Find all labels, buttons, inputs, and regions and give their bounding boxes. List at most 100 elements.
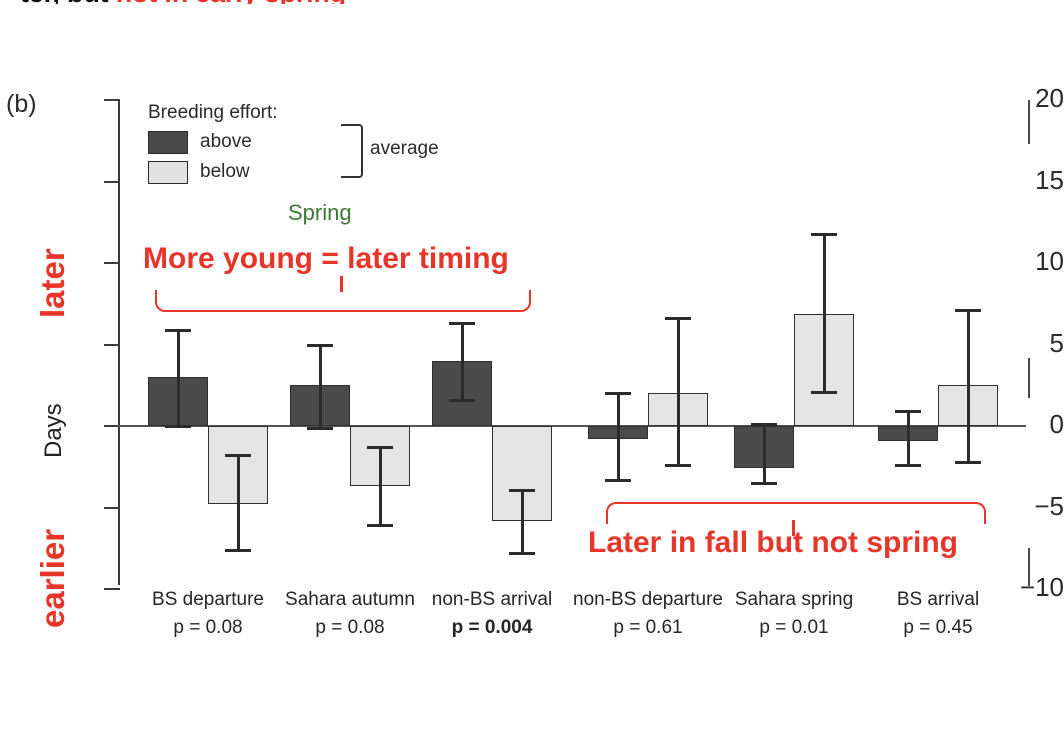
- axis-direction-later: later: [34, 248, 71, 318]
- y-tick-label-−5: −5: [1034, 490, 1064, 521]
- slide-title-black-part: ter, but: [20, 0, 109, 4]
- zero-baseline: [118, 425, 1026, 427]
- y-tick-−5: [104, 506, 120, 509]
- error-bar: [617, 393, 620, 480]
- error-bar: [461, 323, 464, 400]
- legend-label-average: average: [370, 138, 439, 159]
- legend-title: Breeding effort:: [148, 102, 278, 123]
- legend-swatch-below: [148, 160, 188, 184]
- brace-fall-groups-tick: [792, 520, 795, 536]
- error-bar: [177, 329, 180, 426]
- error-cap-lower: [307, 426, 333, 430]
- right-frame-fragment-mid: [1028, 358, 1030, 398]
- error-cap-upper: [225, 454, 251, 458]
- figure-panel-b: (b) later earlier Days 20 15 10 5 0 −5 −10 Bre…: [0, 68, 1064, 668]
- y-axis-spine: [118, 100, 120, 585]
- y-tick-label-−10: −10: [1019, 572, 1064, 602]
- error-cap-lower: [605, 478, 631, 482]
- x-category-label: BS departure: [152, 589, 264, 610]
- error-cap-upper: [367, 446, 393, 450]
- y-tick-label-5: 5: [1049, 327, 1064, 358]
- x-p-value: p = 0.61: [613, 616, 683, 638]
- error-cap-lower: [165, 425, 191, 428]
- error-cap-lower: [367, 524, 393, 528]
- error-cap-upper: [509, 488, 535, 492]
- error-cap-lower: [225, 548, 251, 552]
- y-tick-label-15: 15: [1035, 164, 1064, 195]
- x-p-value: p = 0.08: [173, 616, 243, 638]
- x-category-label: Sahara autumn: [285, 589, 415, 610]
- y-axis-label: Days: [40, 403, 67, 458]
- bar-group: [878, 68, 998, 588]
- x-p-value: p = 0.08: [315, 616, 385, 638]
- error-cap-upper: [665, 317, 691, 321]
- error-cap-upper: [955, 309, 981, 313]
- error-bar: [823, 233, 826, 392]
- x-category-label: non-BS arrival: [431, 589, 553, 610]
- error-bar: [379, 447, 382, 526]
- axis-direction-earlier: earlier: [34, 528, 71, 628]
- bar-group: [148, 68, 268, 588]
- error-cap-upper: [811, 232, 837, 236]
- x-label-group: BS arrival p = 0.45: [863, 586, 1013, 641]
- bar-group: [290, 68, 410, 588]
- x-category-label: BS arrival: [896, 589, 980, 610]
- error-bar: [237, 455, 240, 550]
- y-tick-−10: [104, 588, 120, 590]
- error-cap-lower: [665, 464, 691, 468]
- x-label-group: Sahara autumn p = 0.08: [275, 586, 425, 641]
- error-bar: [677, 318, 680, 466]
- y-tick-0: [104, 425, 120, 427]
- x-p-value: p = 0.01: [759, 616, 829, 638]
- error-cap-lower: [449, 398, 475, 402]
- x-p-value: p = 0.45: [903, 616, 973, 638]
- error-cap-lower: [955, 460, 981, 464]
- spring-annotation: Spring: [288, 200, 352, 225]
- error-cap-lower: [509, 552, 535, 556]
- bar-group: [432, 68, 552, 588]
- y-tick-label-0: 0: [1049, 409, 1064, 439]
- legend-brace: [341, 124, 363, 178]
- error-cap-upper: [605, 392, 631, 396]
- error-bar: [967, 310, 970, 462]
- legend: Breeding effort: above below average: [148, 102, 439, 190]
- legend-item-below: below: [148, 160, 278, 184]
- panel-letter: (b): [6, 90, 37, 118]
- y-tick-15: [104, 180, 120, 183]
- slide-title-red-part: not in early spring: [116, 0, 346, 4]
- error-bar: [319, 344, 322, 428]
- legend-item-above: above: [148, 130, 278, 154]
- bar-group: [588, 68, 708, 588]
- annotation-more-young: More young = later timing: [143, 242, 509, 275]
- error-bar: [907, 411, 910, 466]
- error-cap-upper: [165, 328, 191, 332]
- brace-spring-groups-tick: [340, 276, 343, 292]
- error-bar: [763, 424, 766, 484]
- bar-group: [734, 68, 854, 588]
- plot-area: [118, 68, 1028, 588]
- legend-label-above: above: [200, 131, 252, 152]
- y-tick-label-10: 10: [1035, 246, 1064, 276]
- error-cap-lower: [751, 482, 777, 486]
- legend-swatch-above: [148, 130, 188, 154]
- error-cap-lower: [811, 390, 837, 394]
- y-tick-20: [104, 99, 120, 101]
- y-tick-5: [104, 343, 120, 346]
- error-cap-upper: [449, 322, 475, 326]
- error-bar: [521, 489, 524, 554]
- x-label-group: non-BS departure p = 0.61: [573, 586, 723, 641]
- brace-spring-groups: [155, 290, 531, 312]
- slide-title-fragment: ter, but not in early spring: [0, 0, 1064, 4]
- brace-fall-groups: [606, 502, 986, 524]
- x-p-value: p = 0.004: [451, 616, 533, 638]
- x-label-group: non-BS arrival p = 0.004: [417, 586, 567, 641]
- error-cap-lower: [895, 464, 921, 468]
- error-cap-upper: [307, 343, 333, 347]
- legend-label-below: below: [200, 161, 250, 182]
- x-category-label: Sahara spring: [734, 589, 854, 610]
- error-cap-upper: [895, 410, 921, 414]
- x-label-group: Sahara spring p = 0.01: [719, 586, 869, 641]
- x-label-group: BS departure p = 0.08: [133, 586, 283, 641]
- annotation-later-fall: Later in fall but not spring: [588, 526, 958, 559]
- y-tick-label-20: 20: [1035, 83, 1064, 113]
